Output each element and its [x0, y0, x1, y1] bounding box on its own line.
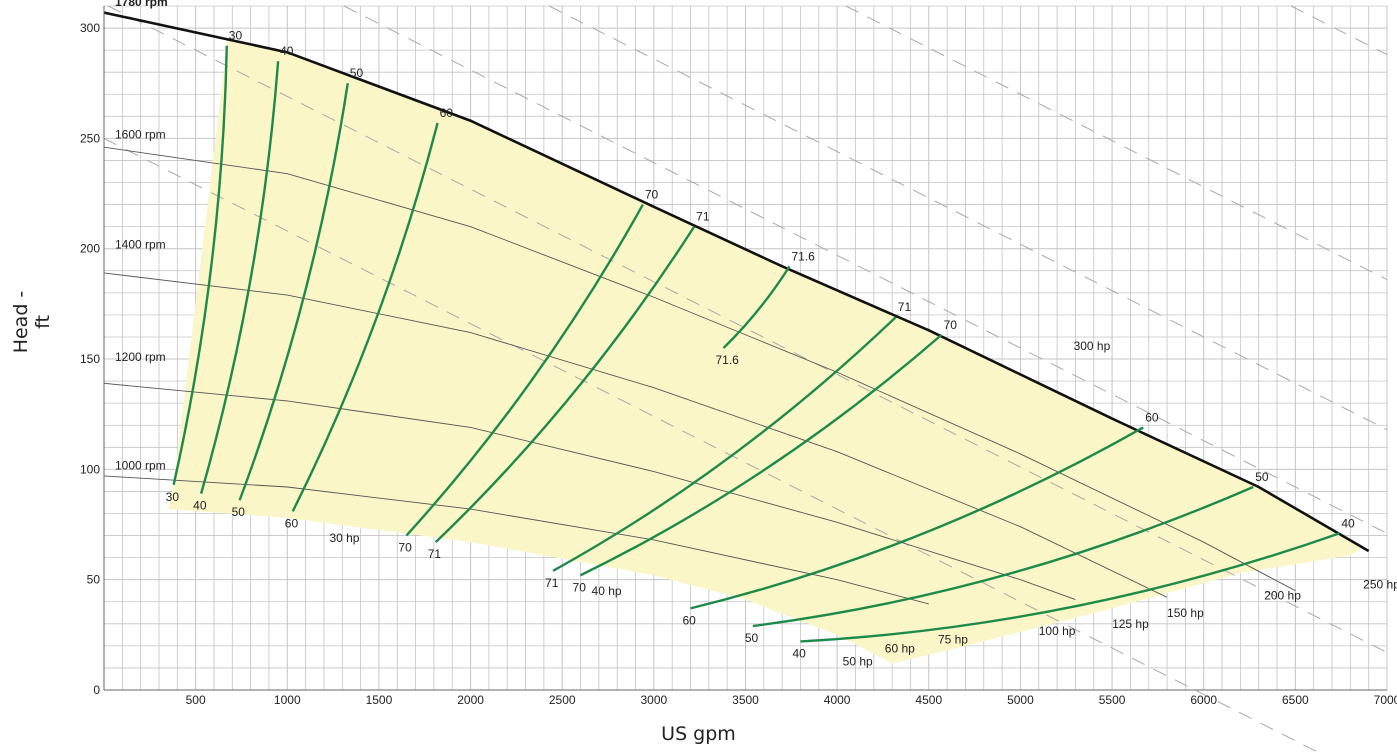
- efficiency-label-high: 71: [696, 210, 710, 224]
- operating-region-fill: [168, 39, 1364, 664]
- speed-curves: [103, 11, 1370, 605]
- power-line-label: 100 hp: [1039, 624, 1076, 638]
- power-line: [1387, 0, 1397, 6]
- efficiency-label-high: 71: [898, 300, 912, 314]
- power-line-label: 300 hp: [1074, 339, 1111, 353]
- speed-curve-label: 1400 rpm: [115, 238, 166, 252]
- y-axis-title: Head - ft: [10, 290, 54, 354]
- power-line: [1387, 0, 1397, 6]
- power-line: [845, 5, 1388, 281]
- efficiency-label-low: 50: [745, 631, 759, 645]
- x-tick-label: 5000: [1007, 693, 1034, 707]
- efficiency-line: [722, 265, 791, 349]
- power-line: [1387, 0, 1397, 6]
- x-tick-label: 4000: [824, 693, 851, 707]
- efficiency-label-low: 71: [428, 547, 442, 561]
- power-line: [1290, 5, 1388, 55]
- efficiency-line: [800, 532, 1340, 643]
- y-tick-label: 150: [80, 352, 100, 366]
- efficiency-label-low: 71.6: [716, 353, 740, 367]
- power-line: [1387, 0, 1397, 6]
- y-tick-label: 300: [80, 21, 100, 35]
- power-line: [343, 5, 1388, 534]
- power-line-label: 250 hp: [1363, 578, 1397, 592]
- power-line-label: 75 hp: [938, 633, 968, 647]
- efficiency-label-low: 50: [232, 505, 246, 519]
- efficiency-line: [552, 316, 897, 572]
- x-axis-title: US gpm: [661, 723, 736, 745]
- speed-curve-label: 1780 rpm: [115, 0, 168, 9]
- efficiency-line: [405, 203, 644, 537]
- speed-curve: [103, 272, 1168, 598]
- speed-curve: [103, 146, 1296, 592]
- efficiency-label-high: 50: [350, 66, 364, 80]
- efficiency-label-low: 70: [398, 541, 412, 555]
- efficiency-label-low: 40: [792, 646, 806, 660]
- x-tick-label: 6000: [1190, 693, 1217, 707]
- efficiency-label-high: 60: [440, 106, 454, 120]
- efficiency-line: [291, 122, 439, 512]
- x-tick-label: 1000: [274, 693, 301, 707]
- speed-curve: [103, 475, 929, 605]
- efficiency-label-low: 71: [545, 576, 559, 590]
- y-tick-label: 100: [80, 462, 100, 476]
- y-tick-label: 50: [87, 573, 101, 587]
- x-tick-label: 2000: [457, 693, 484, 707]
- y-tick-label: 250: [80, 131, 100, 145]
- power-line-label: 30 hp: [329, 531, 359, 545]
- speed-curve-label: 1600 rpm: [115, 127, 166, 141]
- power-line-label: 200 hp: [1264, 589, 1301, 603]
- y-tick-label: 0: [93, 683, 100, 697]
- efficiency-label-high: 60: [1145, 410, 1159, 424]
- efficiency-label-high: 70: [645, 188, 659, 202]
- x-tick-label: 1500: [366, 693, 393, 707]
- x-tick-label: 3000: [641, 693, 668, 707]
- speed-curve-label: 1200 rpm: [115, 350, 166, 364]
- efficiency-label-high: 30: [229, 29, 243, 43]
- speed-curve-label: 1000 rpm: [115, 458, 166, 472]
- efficiency-label-low: 60: [285, 516, 299, 530]
- x-tick-label: 6500: [1282, 693, 1309, 707]
- curve-labels: 30 hp 40 hp 50 hp 60 hp 75 hp 100 hp 125 hp 150…: [115, 0, 1397, 669]
- efficiency-label-high: 70: [944, 318, 958, 332]
- efficiency-line: [752, 485, 1254, 628]
- efficiency-label-high: 71.6: [791, 249, 815, 263]
- efficiency-lines: [172, 45, 1340, 643]
- efficiency-label-high: 50: [1255, 470, 1269, 484]
- efficiency-line: [172, 45, 229, 486]
- power-lines: [103, 0, 1397, 752]
- x-tick-label: 3500: [732, 693, 759, 707]
- power-line-label: 40 hp: [592, 584, 622, 598]
- max-speed-curve: [103, 11, 1370, 553]
- efficiency-label-low: 40: [193, 499, 207, 513]
- efficiency-label-high: 40: [1341, 516, 1355, 530]
- x-tick-label: 5500: [1099, 693, 1126, 707]
- power-line-label: 60 hp: [885, 641, 915, 655]
- operating-region: [168, 39, 1364, 664]
- speed-curve: [103, 382, 1076, 600]
- x-tick-label: 4500: [915, 693, 942, 707]
- efficiency-label-low: 60: [683, 613, 697, 627]
- efficiency-line: [690, 426, 1144, 610]
- efficiency-label-low: 30: [166, 490, 180, 504]
- power-line-label: 125 hp: [1112, 617, 1149, 631]
- efficiency-line: [199, 61, 280, 494]
- efficiency-line: [580, 333, 943, 577]
- power-line-label: 150 hp: [1167, 606, 1204, 620]
- efficiency-line: [434, 225, 696, 544]
- axes: 500 1000 1500 2000 2500 3000 3500 4000 4500 5000 5…: [80, 6, 1397, 707]
- efficiency-line: [238, 83, 349, 501]
- x-tick-label: 500: [186, 693, 206, 707]
- power-line: [548, 5, 1388, 431]
- power-line: [1387, 0, 1397, 6]
- y-tick-label: 200: [80, 242, 100, 256]
- efficiency-label-low: 70: [573, 580, 587, 594]
- x-tick-label: 2500: [549, 693, 576, 707]
- efficiency-label-high: 40: [280, 44, 294, 58]
- power-line-label: 50 hp: [843, 655, 873, 669]
